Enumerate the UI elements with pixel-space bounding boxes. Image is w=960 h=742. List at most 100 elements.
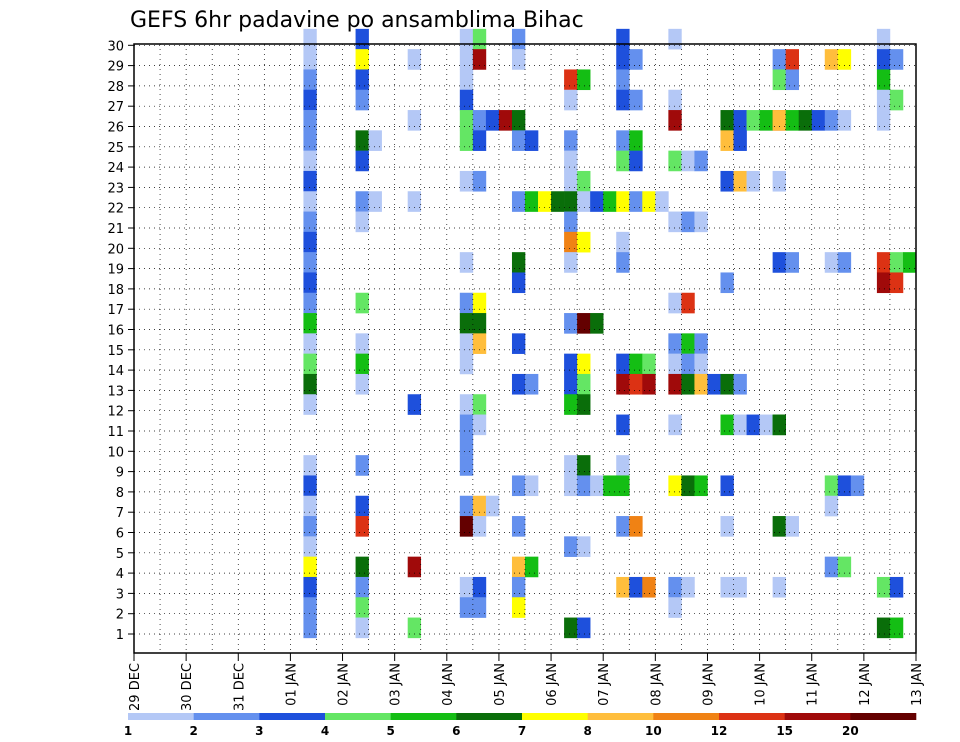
- heatmap-cell: [733, 110, 747, 131]
- x-tick-label: 05 JAN: [493, 663, 508, 706]
- colorbar-swatch: [456, 713, 523, 720]
- heatmap-cell: [355, 617, 369, 639]
- heatmap-cell: [668, 373, 682, 395]
- y-tick-label: 27: [107, 100, 124, 115]
- heatmap-cell: [472, 495, 487, 517]
- y-tick-label: 26: [107, 121, 124, 136]
- heatmap-cell: [564, 130, 578, 151]
- heatmap-cell: [668, 150, 682, 172]
- colorbar-swatch: [653, 713, 720, 720]
- colorbar-swatch: [850, 713, 917, 720]
- heatmap-cell: [629, 130, 643, 151]
- heatmap-cell: [668, 475, 682, 497]
- heatmap-cell: [564, 252, 578, 273]
- y-tick-label: 10: [107, 445, 124, 460]
- heatmap-cell: [472, 516, 487, 537]
- x-tick-label: 07 JAN: [597, 663, 612, 706]
- heatmap-cell: [694, 333, 708, 354]
- heatmap-cell: [472, 110, 487, 131]
- heatmap-cell: [824, 49, 839, 70]
- heatmap-cell: [681, 333, 695, 354]
- x-tick-label: 04 JAN: [441, 663, 456, 706]
- heatmap-cell: [459, 576, 474, 598]
- heatmap-cell: [668, 333, 682, 354]
- heatmap-cell: [459, 434, 474, 456]
- heatmap-cell: [720, 373, 734, 395]
- heatmap-cell: [616, 150, 630, 172]
- x-tick-label: 02 JAN: [337, 663, 352, 706]
- heatmap-cell: [616, 130, 630, 151]
- heatmap-cell: [303, 28, 317, 50]
- heatmap-cell: [355, 69, 369, 91]
- heatmap-cell: [472, 394, 487, 415]
- heatmap-cell: [681, 475, 695, 497]
- heatmap-cell: [616, 49, 630, 70]
- heatmap-cell: [668, 89, 682, 111]
- heatmap-cell: [459, 313, 474, 334]
- y-axis: 1234567891011121314151617181920212223242…: [107, 39, 134, 643]
- y-tick-label: 6: [116, 527, 124, 542]
- heatmap-cell: [772, 69, 786, 91]
- heatmap-cell: [459, 89, 474, 111]
- colorbar: 1 2 3 4 5 6 7 8 10 12 15 20: [124, 713, 917, 738]
- heatmap-cell: [407, 556, 422, 578]
- x-tick-label: 09 JAN: [701, 663, 716, 706]
- heatmap-cell: [564, 170, 578, 192]
- heatmap-cell: [355, 353, 369, 375]
- heatmap-cell: [407, 394, 422, 415]
- heatmap-cell: [355, 89, 369, 111]
- heatmap-cell: [355, 130, 369, 151]
- heatmap-cell: [564, 475, 578, 497]
- heatmap-cell: [694, 353, 708, 375]
- heatmap-cell: [746, 414, 760, 436]
- heatmap-cell: [616, 252, 630, 273]
- colorbar-swatch: [390, 713, 457, 720]
- heatmap-cell: [603, 191, 617, 212]
- heatmap-cell: [511, 130, 526, 151]
- heatmap-cell: [785, 49, 799, 70]
- heatmap-cell: [876, 28, 891, 50]
- heatmap-cell: [303, 394, 317, 415]
- heatmap-cell: [681, 373, 695, 395]
- heatmap-cell: [564, 536, 578, 557]
- y-tick-label: 18: [107, 283, 124, 298]
- heatmap-cell: [785, 516, 799, 537]
- heatmap-cell: [355, 373, 369, 395]
- heatmap-cell: [733, 414, 747, 436]
- colorbar-swatch: [325, 713, 391, 720]
- heatmap-cell: [303, 495, 317, 517]
- heatmap-cell: [459, 252, 474, 273]
- colorbar-label: 7: [518, 724, 526, 738]
- heatmap-cell: [355, 211, 369, 233]
- heatmap-cell: [459, 495, 474, 517]
- heatmap-cell: [889, 89, 904, 111]
- heatmap-cell: [720, 110, 734, 131]
- heatmap-cell: [577, 313, 591, 334]
- colorbar-swatch: [522, 713, 588, 720]
- colorbar-swatch: [193, 713, 260, 720]
- x-tick-label: 08 JAN: [649, 663, 664, 706]
- heatmap-cell: [303, 272, 317, 294]
- heatmap-cell: [642, 373, 656, 395]
- heatmap-cell: [616, 576, 630, 598]
- heatmap-cell: [511, 191, 526, 212]
- x-tick-label: 29 DEC: [128, 663, 143, 711]
- heatmap-cell: [355, 516, 369, 537]
- y-tick-label: 21: [107, 222, 124, 237]
- heatmap-cell: [459, 333, 474, 354]
- heatmap-cell: [511, 556, 526, 578]
- heatmap-cell: [303, 130, 317, 151]
- heatmap-cell: [629, 353, 643, 375]
- heatmap-cell: [616, 516, 630, 537]
- colorbar-label: 12: [711, 724, 728, 738]
- heatmap-cell: [303, 455, 317, 476]
- y-tick-label: 9: [116, 466, 124, 481]
- y-tick-label: 15: [107, 344, 124, 359]
- x-tick-label: 06 JAN: [545, 663, 560, 706]
- heatmap-cell: [876, 49, 891, 70]
- heatmap-cell: [837, 49, 852, 70]
- heatmap-cell: [525, 475, 539, 497]
- heatmap-cell: [772, 252, 786, 273]
- heatmap-cell: [303, 373, 317, 395]
- heatmap-cell: [668, 211, 682, 233]
